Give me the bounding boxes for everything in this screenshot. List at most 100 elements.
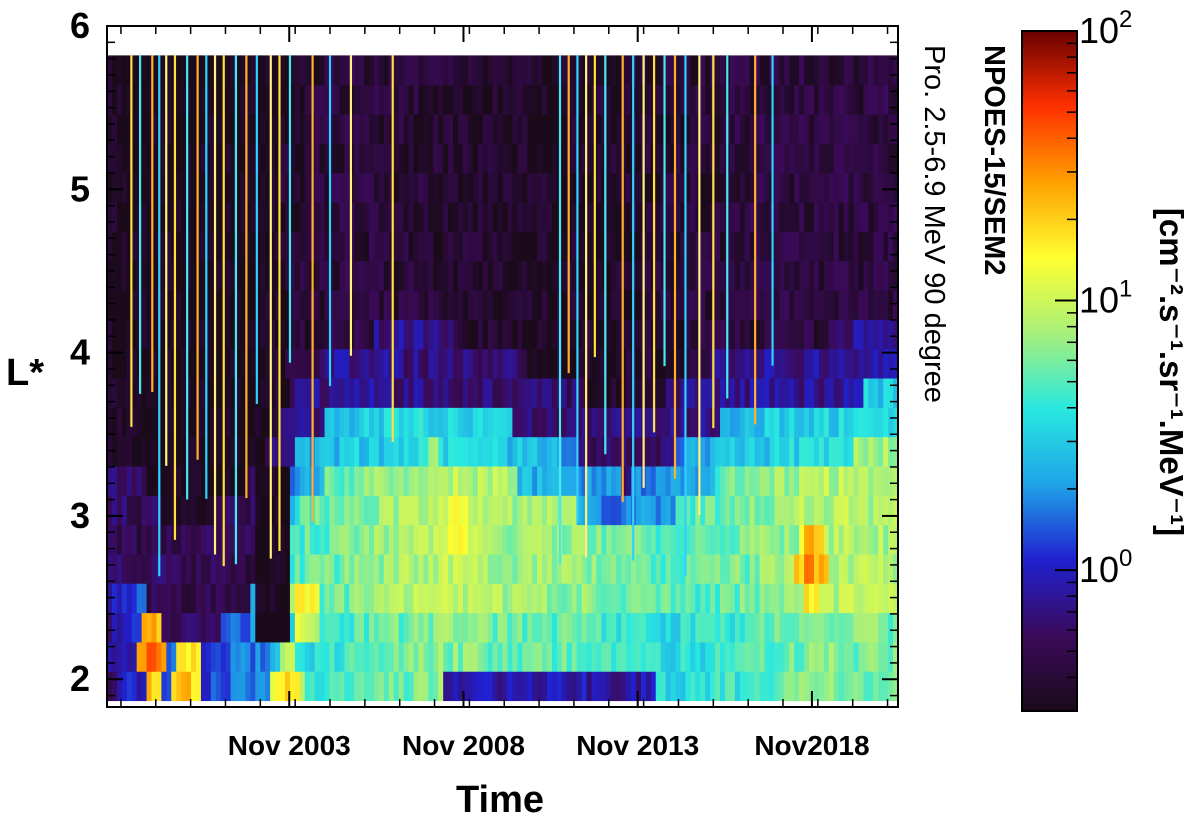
- heatmap-cell: [551, 114, 558, 144]
- heatmap-cell: [621, 231, 627, 262]
- heatmap-cell: [200, 641, 207, 672]
- heatmap-cell: [724, 583, 731, 614]
- heatmap-cell: [364, 289, 370, 320]
- heatmap-cell: [383, 583, 390, 614]
- heatmap-cell: [319, 612, 326, 643]
- heatmap-cell: [799, 671, 805, 702]
- heatmap-cell: [250, 319, 256, 350]
- heatmap-cell: [270, 202, 276, 232]
- heatmap-cell: [373, 436, 380, 467]
- heatmap-cell: [181, 436, 187, 467]
- heatmap-cell: [532, 553, 538, 584]
- heatmap-cell: [334, 289, 340, 320]
- heatmap-cell: [166, 553, 172, 584]
- heatmap-cell: [265, 377, 271, 408]
- heatmap-cell: [270, 671, 276, 702]
- heatmap-cell: [799, 377, 805, 408]
- heatmap-cell: [364, 583, 370, 614]
- heatmap-cell: [621, 143, 627, 174]
- heatmap-cell: [695, 114, 701, 144]
- heatmap-cell: [794, 260, 800, 291]
- heatmap-cell: [868, 231, 874, 262]
- heatmap-cell: [794, 583, 800, 614]
- heatmap-cell: [665, 612, 672, 643]
- heatmap-cell: [497, 202, 504, 232]
- heatmap-cell: [111, 114, 118, 144]
- heatmap-cell: [329, 465, 336, 496]
- heatmap-cell: [107, 524, 113, 555]
- heatmap-cell: [779, 436, 785, 467]
- heatmap-cell: [784, 319, 790, 350]
- heatmap-cell: [448, 436, 454, 467]
- heatmap-cell: [546, 583, 553, 614]
- heatmap-cell: [685, 319, 691, 350]
- heatmap-cell: [398, 583, 405, 614]
- heatmap-cell: [586, 289, 593, 320]
- heatmap-cell: [542, 495, 548, 526]
- heatmap-cell: [260, 114, 266, 144]
- heatmap-cell: [255, 495, 261, 526]
- heatmap-cell: [210, 319, 217, 350]
- heatmap-cell: [586, 524, 593, 555]
- heatmap-cell: [186, 231, 192, 262]
- heatmap-cell: [304, 348, 311, 379]
- heatmap-cell: [378, 55, 385, 86]
- heatmap-cell: [210, 143, 217, 174]
- heatmap-cell: [744, 55, 751, 86]
- heatmap-cell: [542, 289, 548, 320]
- heatmap-cell: [403, 583, 410, 614]
- heatmap-cell: [729, 495, 736, 526]
- heatmap-cell: [260, 143, 266, 174]
- heatmap-cell: [294, 289, 301, 320]
- heatmap-cell: [314, 172, 321, 203]
- heatmap-cell: [645, 55, 652, 86]
- heatmap-cell: [586, 172, 593, 203]
- heatmap-cell: [359, 407, 365, 438]
- heatmap-cell: [121, 289, 128, 320]
- heatmap-cell: [537, 553, 543, 584]
- heatmap-cell: [210, 436, 217, 467]
- heatmap-cell: [700, 319, 706, 350]
- heatmap-cell: [749, 436, 756, 467]
- heatmap-cell: [650, 524, 657, 555]
- heatmap-cell: [517, 524, 523, 555]
- heatmap-cell: [364, 671, 370, 702]
- heatmap-cell: [413, 553, 420, 584]
- heatmap-cell: [225, 553, 232, 584]
- heatmap-cell: [319, 524, 326, 555]
- heatmap-cell: [280, 319, 286, 350]
- heatmap-cell: [270, 143, 276, 174]
- heatmap-cell: [329, 55, 336, 86]
- heatmap-cell: [868, 84, 874, 115]
- heatmap-cell: [542, 436, 548, 467]
- heatmap-cell: [428, 436, 434, 467]
- heatmap-cell: [477, 612, 484, 643]
- heatmap-cell: [403, 319, 410, 350]
- heatmap-cell: [715, 583, 721, 614]
- heatmap-cell: [715, 55, 721, 86]
- heatmap-cell: [260, 172, 266, 203]
- heatmap-cell: [107, 289, 113, 320]
- heatmap-cell: [799, 202, 805, 232]
- heatmap-cell: [813, 407, 820, 438]
- y-tick-label: 2: [70, 658, 90, 699]
- heatmap-cell: [823, 465, 830, 496]
- heatmap-cell: [393, 172, 400, 203]
- heatmap-cell: [458, 612, 464, 643]
- heatmap-cell: [398, 465, 405, 496]
- heatmap-cell: [186, 465, 192, 496]
- heatmap-cell: [462, 114, 469, 144]
- heatmap-cell: [799, 289, 805, 320]
- heatmap-cell: [121, 84, 128, 115]
- heatmap-cell: [398, 202, 405, 232]
- heatmap-cell: [270, 319, 276, 350]
- heatmap-cell: [398, 641, 405, 672]
- heatmap-cell: [373, 143, 380, 174]
- heatmap-cell: [270, 436, 276, 467]
- heatmap-cell: [675, 671, 682, 702]
- heatmap-cell: [299, 641, 306, 672]
- heatmap-cell: [779, 612, 785, 643]
- heatmap-cell: [601, 84, 607, 115]
- heatmap-cell: [245, 319, 251, 350]
- heatmap-cell: [873, 143, 879, 174]
